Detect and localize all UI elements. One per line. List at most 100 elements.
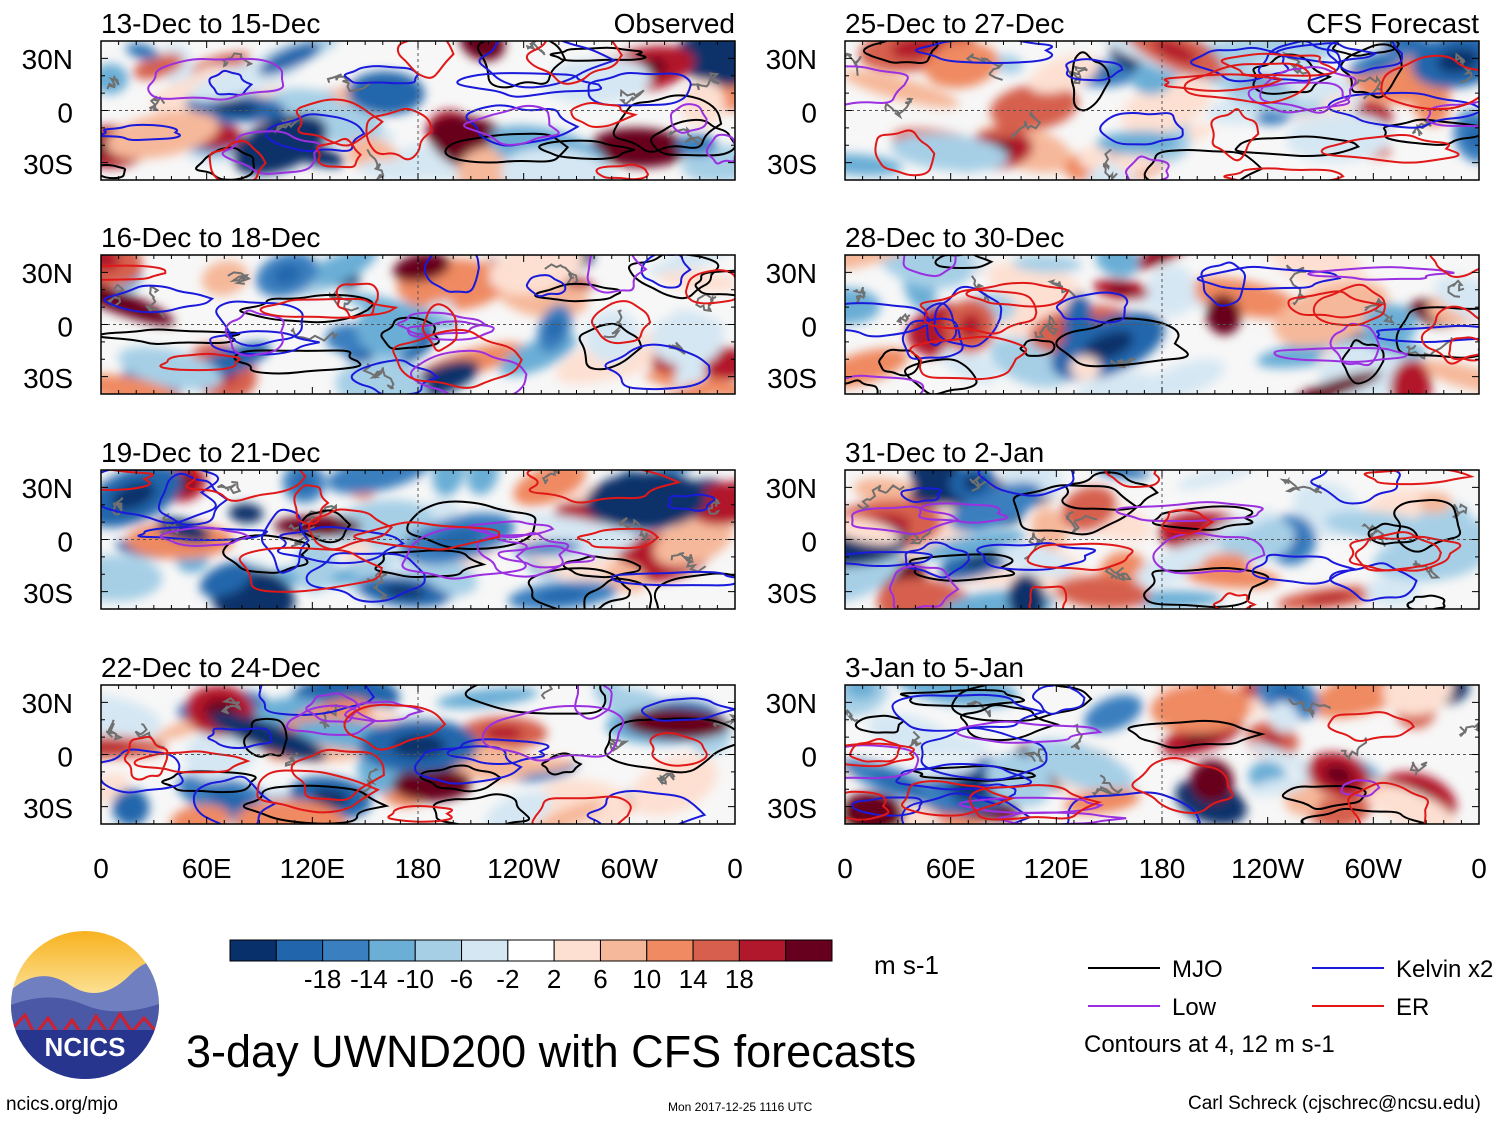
coastlines [105, 685, 735, 801]
low-contour [401, 526, 528, 580]
anomaly-blob [1031, 507, 1068, 550]
anomaly-blob [1028, 54, 1100, 94]
low-contour [888, 565, 960, 609]
anomaly-blob [1150, 685, 1251, 734]
er-contour [335, 282, 379, 320]
lon-label: 0 [837, 853, 853, 884]
coastline-segment [106, 75, 120, 90]
lat-label: 30N [22, 258, 73, 289]
anomaly-blob [258, 42, 321, 76]
wind-anomaly-field [101, 255, 735, 394]
anomaly-blob [1256, 337, 1367, 369]
kelvin-contour [641, 697, 735, 722]
coastline-segment [366, 571, 389, 601]
colorbar-segment [646, 939, 694, 962]
mjo-contour [562, 555, 642, 579]
er-contour [595, 163, 649, 180]
er-contour [909, 335, 1028, 381]
kelvin-contour [1310, 470, 1401, 505]
colorbar-tick-label: -10 [396, 964, 434, 994]
mjo-contour [101, 164, 127, 180]
kelvin-contour [1066, 791, 1201, 824]
er-contour [396, 41, 455, 79]
anomaly-core [1142, 255, 1171, 264]
low-contour [851, 505, 961, 535]
anomaly-blob [650, 313, 723, 367]
kelvin-contour [1376, 324, 1479, 344]
colorbar-segment [461, 939, 509, 962]
panel-5: 30N 0 30S 25-Dec to 27-Dec [766, 8, 1480, 181]
mjo-contour [1234, 135, 1361, 158]
er-contour [238, 546, 383, 593]
anomaly-blob [1146, 264, 1196, 317]
kelvin-contour [264, 113, 366, 153]
kelvin-contour [587, 71, 692, 107]
anomaly-blob [1362, 303, 1418, 345]
anomaly-blob [1054, 575, 1150, 609]
er-contour [1420, 305, 1479, 365]
coastline-segment [218, 52, 254, 68]
coastline-segment [1023, 748, 1046, 763]
kelvin-contour [640, 255, 692, 289]
coastline-segment [907, 730, 922, 749]
observed-label: Observed [614, 8, 735, 39]
panel-8: 30N 0 30S 3-Jan to 5-Jan [766, 652, 1480, 825]
colorbar-segment [599, 939, 648, 962]
panel-7: 30N 0 30S 31-Dec to 2-Jan [766, 437, 1480, 610]
anomaly-blob [874, 255, 974, 289]
coastline-segment [670, 551, 707, 573]
legend-label: MJO [1172, 956, 1223, 983]
er-contour [1312, 283, 1386, 327]
anomaly-blob [201, 260, 248, 296]
lon-label: 60W [1345, 853, 1403, 884]
low-contour [1125, 155, 1170, 180]
website-link[interactable]: ncics.org/mjo [6, 1094, 118, 1115]
coastline-segment [603, 309, 623, 339]
er-contour [101, 264, 167, 281]
timestamp: Mon 2017-12-25 1116 UTC [668, 1100, 813, 1114]
low-contour [1329, 322, 1381, 367]
colorbar-tick-label: 6 [593, 964, 607, 994]
coastline-segment [290, 327, 339, 342]
panel-title: 3-Jan to 5-Jan [845, 652, 1024, 683]
anomaly-blob [101, 374, 187, 394]
colorbar-tick-label: 18 [725, 964, 754, 994]
anomaly-blob [293, 255, 378, 294]
anomaly-blob [1187, 277, 1300, 319]
anomaly-core [1108, 284, 1135, 295]
er-contour [365, 107, 434, 161]
er-contour [316, 137, 362, 169]
low-contour [285, 704, 378, 736]
er-contour [1320, 134, 1460, 164]
coastline-segment [1405, 336, 1456, 360]
legend-label: Kelvin x2 [1396, 956, 1493, 983]
colorbar-segment [275, 939, 324, 962]
colorbar-segment [322, 939, 370, 962]
mjo-contour [583, 577, 653, 609]
coastlines [106, 263, 717, 390]
anomaly-blob [1247, 774, 1323, 797]
anomaly-core [1305, 592, 1353, 604]
coastline-segment [284, 752, 299, 767]
mjo-contour [1341, 339, 1385, 385]
mjo-contour [1061, 471, 1160, 511]
anomaly-blob [624, 707, 730, 740]
low-contour [918, 502, 1009, 524]
anomaly-core [1152, 41, 1198, 64]
mjo-contour [1055, 317, 1189, 368]
kelvin-contour [1327, 91, 1479, 129]
lat-label: 30N [22, 688, 73, 719]
kelvin-contour [414, 745, 523, 785]
panel-title: 13-Dec to 15-Dec [101, 8, 320, 39]
colorbar-tick-label: 14 [679, 964, 708, 994]
er-contour [421, 303, 458, 352]
anomaly-blob [467, 470, 499, 495]
er-contour [185, 470, 307, 502]
wave-contours [101, 470, 735, 609]
lat-label: 0 [801, 742, 817, 773]
lon-label: 0 [93, 853, 109, 884]
colorbar-tick-label: -2 [496, 964, 519, 994]
anomaly-blob [664, 378, 724, 394]
coastline-segment [145, 284, 166, 319]
anomaly-core [1324, 764, 1353, 786]
